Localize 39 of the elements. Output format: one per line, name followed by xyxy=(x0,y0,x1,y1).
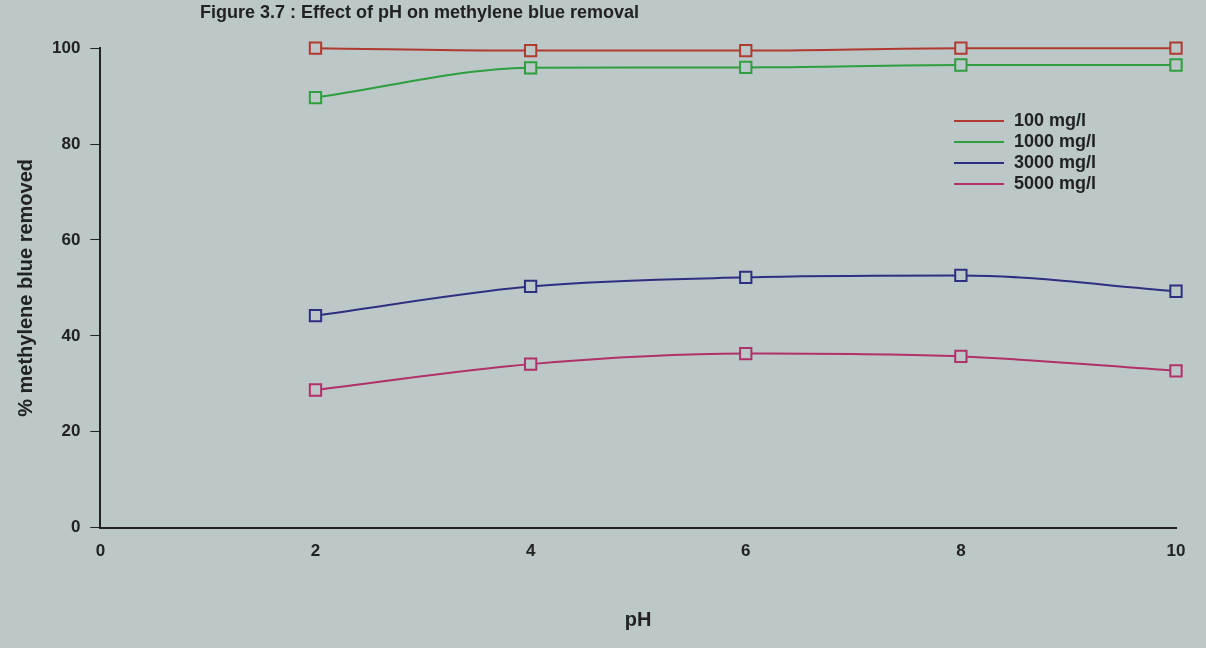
x-tick-label: 4 xyxy=(525,541,536,561)
point xyxy=(523,357,538,371)
point xyxy=(739,60,753,75)
point xyxy=(523,61,538,75)
legend-label: 3000 mg/l xyxy=(1013,152,1096,173)
x-axis-title: pH xyxy=(624,607,652,630)
point xyxy=(1169,284,1183,298)
x-tick-label: 6 xyxy=(741,541,751,561)
y-tick-label: 20 xyxy=(61,421,81,441)
legend-label: 100 mg/l xyxy=(1013,110,1086,131)
y-tick-label: 80 xyxy=(61,133,81,153)
point xyxy=(954,349,968,364)
point xyxy=(308,41,323,55)
point xyxy=(308,383,323,397)
x-tick-label: 0 xyxy=(95,541,106,561)
point xyxy=(308,90,323,105)
point xyxy=(739,346,753,361)
point xyxy=(1169,41,1183,55)
point xyxy=(523,43,538,58)
point xyxy=(954,268,968,283)
y-axis-title: % methylene blue removed xyxy=(13,158,36,417)
y-tick-label: 40 xyxy=(61,325,81,345)
point xyxy=(739,43,753,58)
y-tick-label: 0 xyxy=(70,517,81,537)
point xyxy=(954,58,968,72)
point xyxy=(1169,58,1183,72)
point xyxy=(739,270,753,285)
x-tick-label: 10 xyxy=(1166,541,1186,561)
chart-title: Figure 3.7 : Effect of pH on methylene blue removal xyxy=(200,2,640,23)
point xyxy=(954,41,968,55)
point xyxy=(308,309,323,323)
point xyxy=(1169,364,1183,378)
legend-label: 1000 mg/l xyxy=(1013,131,1096,152)
point xyxy=(523,279,538,294)
y-tick-label: 60 xyxy=(61,229,81,249)
x-tick-label: 2 xyxy=(310,541,321,561)
y-tick-label: 100 xyxy=(51,37,81,57)
legend-label: 5000 mg/l xyxy=(1013,173,1096,194)
x-tick-label: 8 xyxy=(956,541,966,561)
